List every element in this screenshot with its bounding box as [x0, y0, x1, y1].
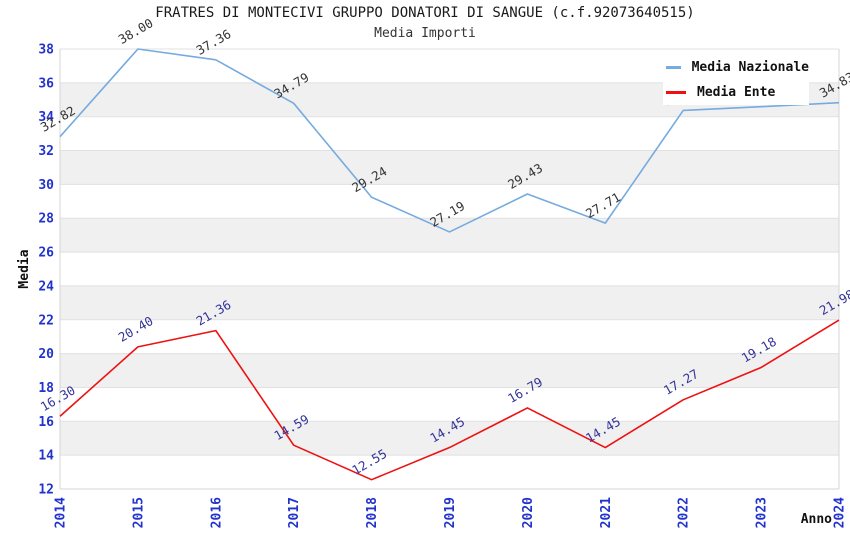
- svg-text:2016: 2016: [209, 497, 224, 528]
- svg-text:14: 14: [38, 449, 54, 464]
- svg-text:37.36: 37.36: [194, 26, 234, 58]
- svg-text:34: 34: [38, 110, 54, 125]
- svg-text:36: 36: [38, 76, 54, 91]
- svg-text:26: 26: [38, 246, 54, 261]
- chart-title: FRATRES DI MONTECIVI GRUPPO DONATORI DI …: [155, 5, 695, 21]
- svg-text:16: 16: [38, 415, 54, 430]
- chart-subtitle: Media Importi: [374, 26, 476, 41]
- svg-text:28: 28: [38, 212, 54, 227]
- svg-text:2015: 2015: [131, 497, 146, 528]
- svg-text:2017: 2017: [287, 497, 302, 528]
- svg-text:22: 22: [38, 313, 54, 328]
- svg-text:32: 32: [38, 144, 54, 159]
- svg-text:27.71: 27.71: [583, 189, 623, 221]
- svg-text:32.82: 32.82: [38, 103, 78, 135]
- svg-text:2021: 2021: [599, 497, 614, 528]
- svg-text:18: 18: [38, 381, 54, 396]
- legend: Media Nazionale Media Ente: [663, 55, 809, 105]
- x-axis-tick-labels: 2014 2015 2016 2017 2018 2019 2020 2021 2022 2023…: [54, 497, 848, 528]
- svg-text:2024: 2024: [833, 497, 848, 528]
- svg-text:2018: 2018: [365, 497, 380, 528]
- svg-text:2020: 2020: [521, 497, 536, 528]
- svg-text:20: 20: [38, 347, 54, 362]
- plot-stripes: [60, 82, 839, 456]
- y-axis-title: Media: [17, 249, 32, 288]
- svg-text:38: 38: [38, 43, 54, 58]
- svg-text:12: 12: [38, 483, 54, 498]
- y-axis-tick-labels: 12 14 16 18 20 22 24 26 28 30 32 34 36 38: [38, 43, 54, 498]
- svg-text:2022: 2022: [677, 497, 692, 528]
- svg-text:2023: 2023: [755, 497, 770, 528]
- svg-text:30: 30: [38, 178, 54, 193]
- legend-item: Media Ente: [663, 83, 809, 103]
- legend-label: Media Nazionale: [691, 60, 809, 75]
- svg-text:24: 24: [38, 279, 54, 294]
- legend-label: Media Ente: [697, 85, 776, 100]
- legend-marker-line: [666, 91, 686, 94]
- legend-item: Media Nazionale: [663, 58, 809, 78]
- x-axis-title: Anno: [801, 512, 832, 527]
- legend-marker-line: [666, 66, 681, 69]
- series-line-0: [59, 48, 840, 233]
- svg-text:2019: 2019: [443, 497, 458, 528]
- svg-text:38.00: 38.00: [116, 15, 156, 47]
- svg-text:2014: 2014: [54, 497, 69, 528]
- series-line-1: [59, 319, 840, 481]
